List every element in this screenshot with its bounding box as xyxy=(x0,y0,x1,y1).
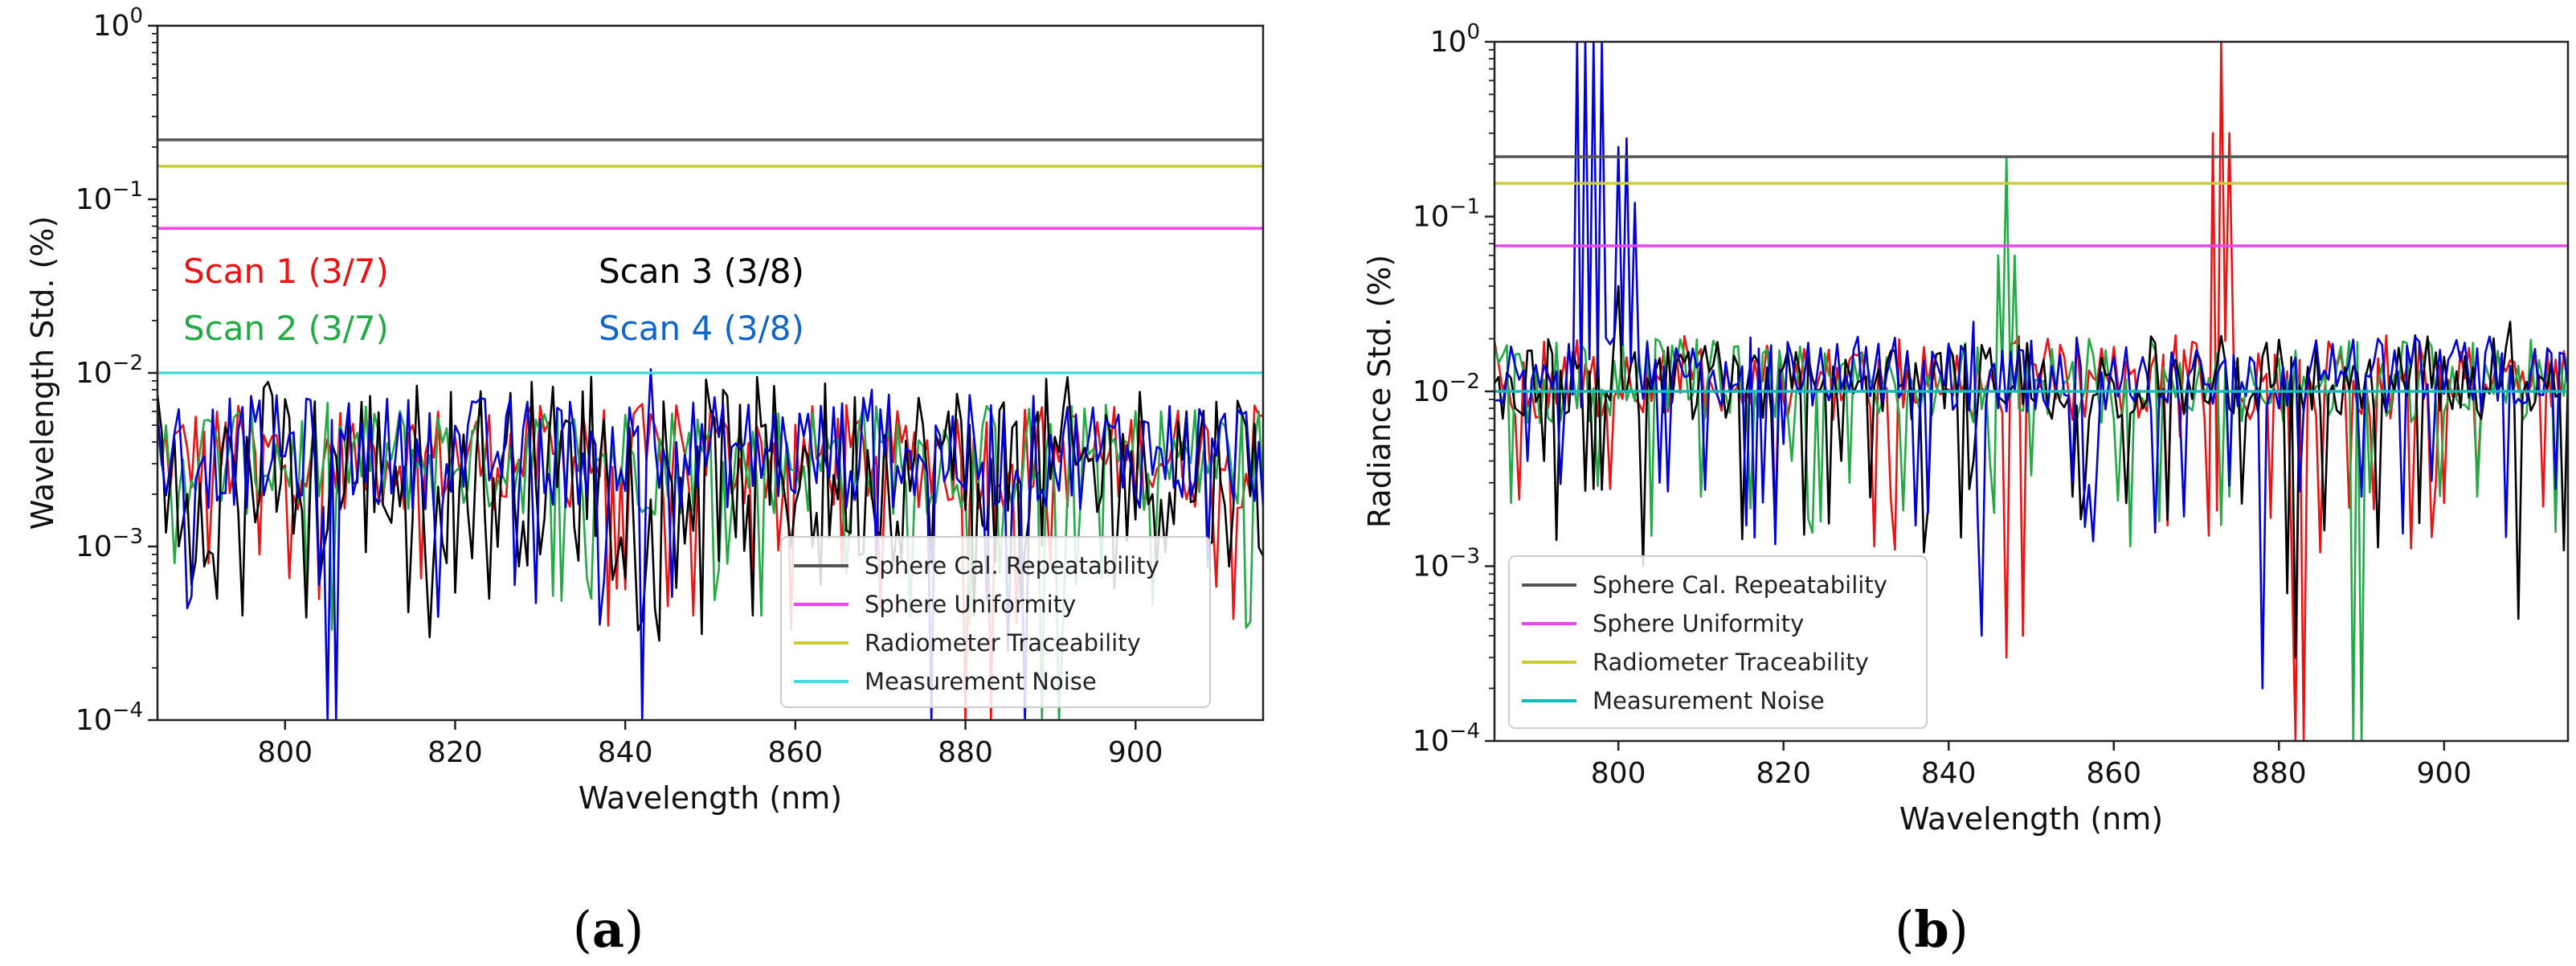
legend: Sphere Cal. Repeatability Sphere Uniformi… xyxy=(780,536,1211,708)
y-tick-label: 10−3 xyxy=(1413,545,1480,583)
legend: Sphere Cal. Repeatability Sphere Uniformi… xyxy=(1508,555,1928,729)
x-tick-label: 800 xyxy=(1591,757,1646,790)
y-axis-label: Wavelength Std. (%) xyxy=(25,216,60,530)
scan-annotation-1: Scan 1 (3/7) xyxy=(183,252,389,291)
legend-label-3: Radiometer Traceability xyxy=(865,629,1141,657)
legend-box xyxy=(1508,555,1928,729)
y-axis-label: Radiance Std. (%) xyxy=(1362,255,1397,528)
x-tick-label: 900 xyxy=(2416,757,2472,790)
x-axis-label: Wavelength (nm) xyxy=(579,780,842,816)
legend-label-1: Sphere Cal. Repeatability xyxy=(865,552,1159,579)
x-tick-label: 860 xyxy=(767,736,823,769)
y-tick-label: 10−2 xyxy=(1413,370,1480,408)
y-tick-label: 10−4 xyxy=(1413,719,1480,758)
x-tick-label: 840 xyxy=(598,736,653,769)
series-line-2 xyxy=(1494,155,2568,741)
legend-label-3: Radiometer Traceability xyxy=(1593,649,1869,676)
legend-label-1: Sphere Cal. Repeatability xyxy=(1593,571,1887,599)
plot-content xyxy=(1494,42,2568,741)
y-tick-label: 10−3 xyxy=(76,525,143,563)
scan-annotation-2: Scan 2 (3/7) xyxy=(183,309,389,348)
panel-caption-b: (b) xyxy=(1895,900,1969,959)
x-tick-label: 880 xyxy=(2251,757,2307,790)
legend-label-2: Sphere Uniformity xyxy=(1593,610,1804,637)
x-tick-label: 820 xyxy=(427,736,483,769)
legend-label-4: Measurement Noise xyxy=(865,668,1097,695)
x-tick-label: 880 xyxy=(938,736,993,769)
x-tick-label: 900 xyxy=(1108,736,1163,769)
y-tick-label: 100 xyxy=(93,4,143,43)
y-tick-label: 10−4 xyxy=(76,698,143,737)
x-axis-label: Wavelength (nm) xyxy=(1899,801,2163,837)
y-tick-label: 100 xyxy=(1430,20,1480,59)
x-tick-label: 840 xyxy=(1921,757,1977,790)
y-tick-label: 10−2 xyxy=(76,351,143,390)
chart-panel-b: 800 820 840 860 880 900 100 10−1 10−2 10−3 10−4 Wav… xyxy=(1362,20,2570,837)
legend-label-4: Measurement Noise xyxy=(1593,687,1825,714)
scan-annotation-3: Scan 3 (3/8) xyxy=(599,252,804,291)
x-tick-label: 800 xyxy=(257,736,313,769)
series-line-4 xyxy=(157,368,1263,720)
chart-panel-a: 800 820 840 860 880 900 100 10−1 10−2 10−3 10−4 Wav… xyxy=(25,4,1265,816)
legend-label-2: Sphere Uniformity xyxy=(865,591,1076,618)
panel-caption-a: (a) xyxy=(573,900,644,959)
y-tick-label: 10−1 xyxy=(1413,195,1480,234)
x-tick-label: 820 xyxy=(1756,757,1811,790)
y-tick-label: 10−1 xyxy=(76,178,143,216)
scan-annotation-4: Scan 4 (3/8) xyxy=(599,309,804,348)
plot-content xyxy=(157,138,1263,720)
x-tick-label: 860 xyxy=(2086,757,2141,790)
legend-box xyxy=(780,536,1211,708)
